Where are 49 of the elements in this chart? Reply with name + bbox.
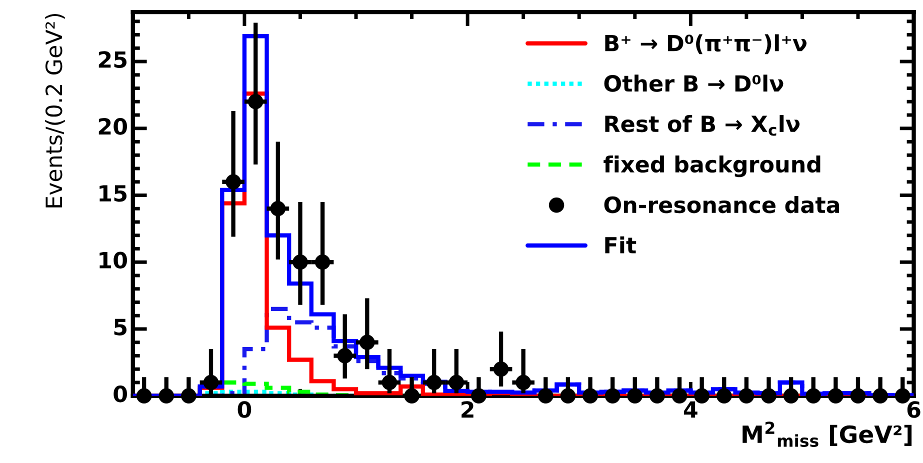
point	[270, 200, 286, 216]
legend-label: Other B → D⁰lν	[604, 74, 784, 92]
point	[850, 388, 866, 404]
point	[560, 388, 576, 404]
point	[426, 374, 442, 390]
y-tick-label: 15	[100, 185, 126, 202]
legend-label: Rest of B → X$_{c}$lν	[605, 115, 800, 136]
point	[360, 334, 375, 350]
point	[226, 174, 241, 190]
point	[493, 361, 509, 377]
point	[181, 388, 196, 404]
point	[448, 374, 464, 390]
point	[538, 388, 554, 404]
legend-label: B⁺ → D⁰(π⁺π⁻)l⁺ν	[605, 34, 807, 54]
x-tick-label: 0	[238, 401, 252, 418]
y-tick-label: 20	[98, 118, 127, 135]
y-tick-label: 5	[114, 318, 126, 336]
point	[872, 388, 888, 404]
point	[604, 388, 620, 404]
point	[650, 388, 665, 404]
point	[783, 388, 799, 404]
x-tick-label: 2	[462, 401, 474, 418]
point	[314, 254, 330, 270]
point	[158, 388, 174, 404]
point	[404, 388, 420, 404]
point	[582, 388, 598, 404]
point	[382, 374, 398, 390]
y-axis-title: Events/(0.2 GeV²)	[45, 14, 65, 208]
point	[738, 388, 754, 404]
y-tick-label: 25	[98, 51, 126, 68]
y-tick-label: 0	[114, 386, 127, 402]
x-tick-label: 6	[907, 401, 920, 418]
point	[761, 388, 776, 404]
y-tick-label: 10	[100, 252, 127, 269]
legend-label: fixed background	[604, 155, 820, 178]
point	[716, 388, 732, 404]
point	[203, 374, 219, 390]
point	[292, 254, 308, 270]
legend-label: Fit	[605, 236, 636, 254]
point	[828, 388, 844, 404]
legend-label: On-resonance data	[604, 196, 840, 214]
x-axis-title: M$^{2}$$_{miss}$ [GeV²]	[742, 422, 912, 447]
point	[248, 94, 264, 110]
point	[136, 388, 152, 404]
point	[627, 388, 643, 404]
point	[516, 374, 531, 390]
x-tick-label: 4	[684, 401, 698, 418]
point	[337, 348, 352, 364]
point	[806, 388, 822, 404]
